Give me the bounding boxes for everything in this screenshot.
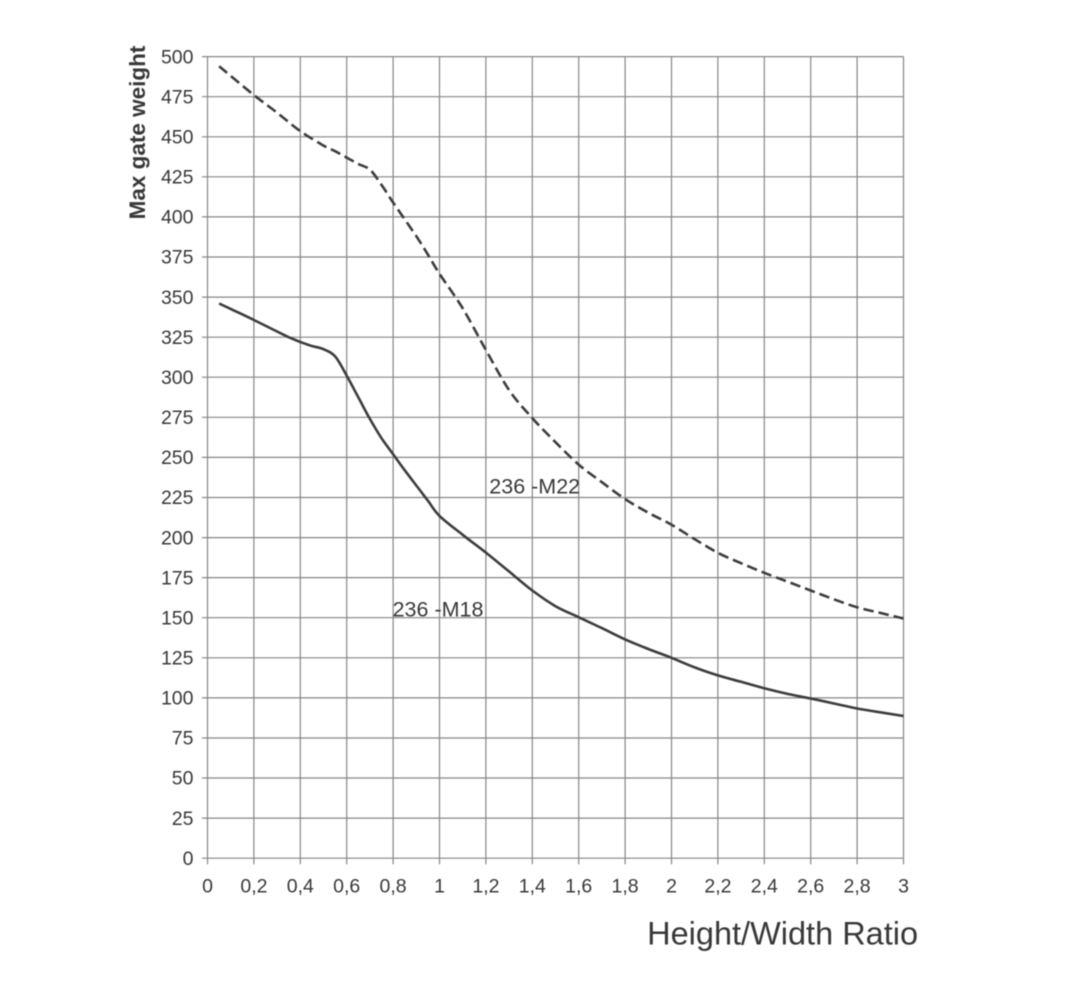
svg-text:1,8: 1,8 (612, 876, 639, 898)
svg-text:350: 350 (161, 287, 194, 309)
svg-text:100: 100 (161, 688, 194, 710)
svg-text:2,4: 2,4 (751, 876, 778, 898)
svg-text:450: 450 (161, 127, 194, 149)
svg-text:175: 175 (161, 567, 194, 589)
svg-text:1,2: 1,2 (472, 876, 499, 898)
svg-text:236 -M22: 236 -M22 (489, 475, 580, 499)
svg-text:1,4: 1,4 (519, 876, 546, 898)
svg-text:150: 150 (161, 607, 194, 629)
svg-text:0,2: 0,2 (240, 876, 267, 898)
svg-text:2,8: 2,8 (844, 876, 871, 898)
svg-text:125: 125 (161, 648, 194, 670)
svg-text:500: 500 (161, 46, 194, 68)
svg-text:0,8: 0,8 (380, 876, 407, 898)
svg-text:475: 475 (161, 86, 194, 108)
svg-text:325: 325 (161, 327, 194, 349)
svg-text:50: 50 (172, 768, 194, 790)
svg-text:0,6: 0,6 (333, 876, 360, 898)
svg-text:Max gate weight: Max gate weight (125, 45, 150, 219)
svg-text:75: 75 (172, 728, 194, 750)
svg-text:Height/Width Ratio: Height/Width Ratio (647, 916, 918, 952)
svg-text:25: 25 (172, 808, 194, 830)
svg-text:0: 0 (183, 848, 194, 870)
svg-text:425: 425 (161, 167, 194, 189)
svg-text:2,2: 2,2 (704, 876, 731, 898)
svg-text:400: 400 (161, 207, 194, 229)
svg-text:375: 375 (161, 247, 194, 269)
svg-text:3: 3 (898, 876, 909, 898)
svg-text:2: 2 (666, 876, 677, 898)
svg-text:0: 0 (202, 876, 213, 898)
svg-text:200: 200 (161, 527, 194, 549)
svg-text:1,6: 1,6 (565, 876, 592, 898)
svg-text:275: 275 (161, 407, 194, 429)
svg-text:236 -M18: 236 -M18 (393, 597, 484, 621)
svg-text:250: 250 (161, 447, 194, 469)
svg-text:300: 300 (161, 367, 194, 389)
svg-text:2,6: 2,6 (797, 876, 824, 898)
svg-text:225: 225 (161, 487, 194, 509)
svg-text:1: 1 (434, 876, 445, 898)
svg-text:0,4: 0,4 (287, 876, 314, 898)
